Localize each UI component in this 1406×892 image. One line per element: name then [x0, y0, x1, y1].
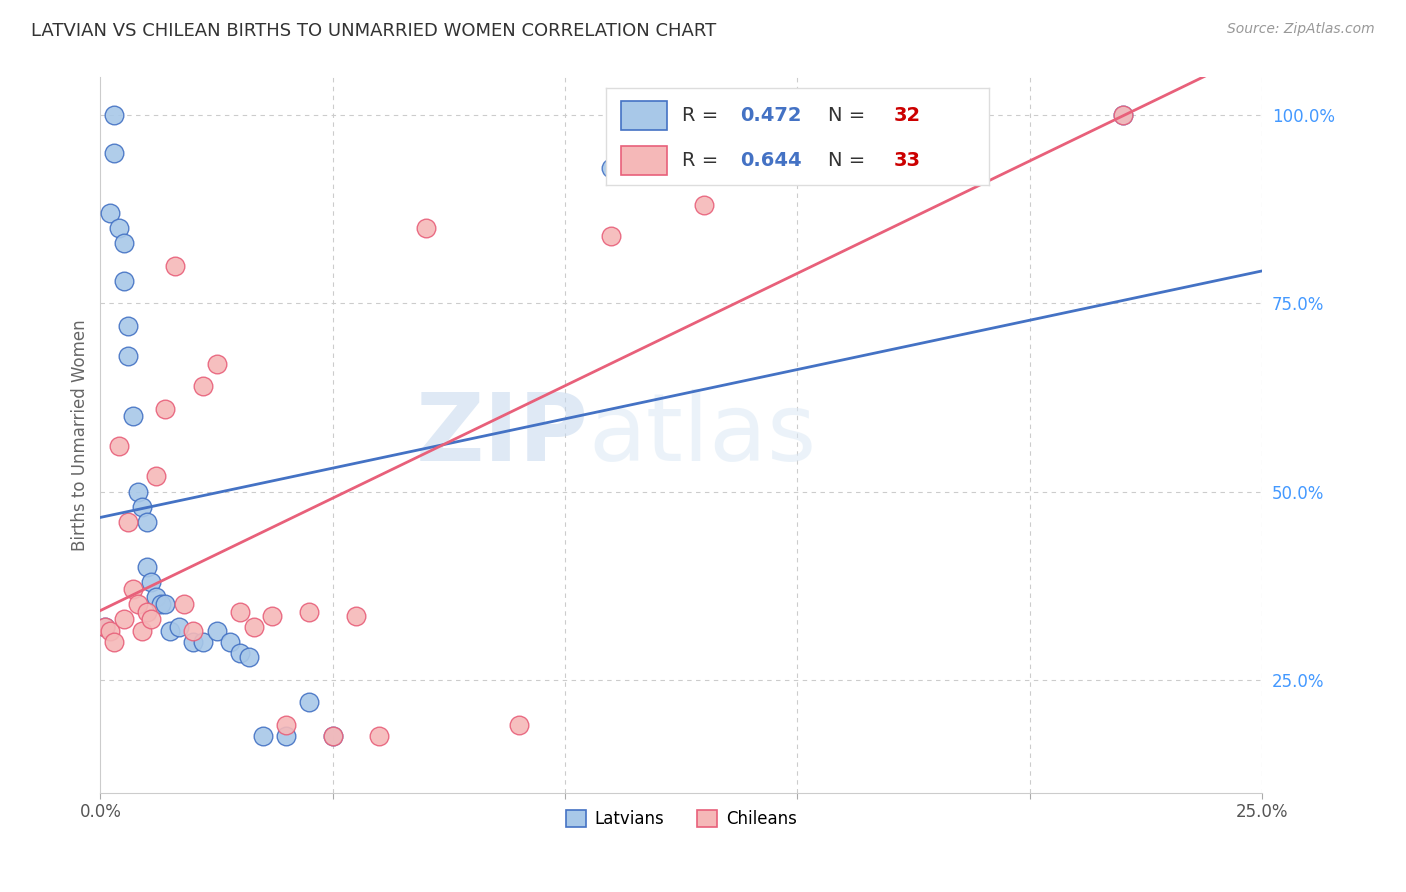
Point — [368, 729, 391, 743]
Point — [112, 613, 135, 627]
Legend: Latvians, Chileans: Latvians, Chileans — [560, 803, 803, 834]
Text: atlas: atlas — [588, 389, 817, 481]
Point — [322, 729, 344, 743]
Point — [219, 635, 242, 649]
Point — [98, 624, 121, 638]
Point — [112, 235, 135, 250]
Point — [181, 624, 204, 638]
Point — [117, 318, 139, 333]
Point — [135, 605, 157, 619]
Point — [298, 605, 321, 619]
Point — [276, 718, 298, 732]
Point — [903, 161, 925, 175]
Point — [693, 198, 716, 212]
Point — [600, 161, 623, 175]
Point — [229, 646, 252, 660]
Point — [94, 620, 117, 634]
Point — [159, 624, 181, 638]
Point — [103, 108, 125, 122]
Point — [252, 729, 274, 743]
Text: LATVIAN VS CHILEAN BIRTHS TO UNMARRIED WOMEN CORRELATION CHART: LATVIAN VS CHILEAN BIRTHS TO UNMARRIED W… — [31, 22, 716, 40]
Point — [191, 635, 214, 649]
Point — [322, 729, 344, 743]
Point — [173, 598, 195, 612]
Point — [181, 635, 204, 649]
Point — [122, 409, 145, 424]
Point — [276, 729, 298, 743]
Point — [786, 161, 808, 175]
Point — [508, 718, 530, 732]
Point — [600, 228, 623, 243]
Point — [1111, 108, 1133, 122]
Point — [141, 613, 163, 627]
Point — [163, 259, 186, 273]
Point — [108, 439, 131, 453]
Point — [145, 590, 167, 604]
Text: Source: ZipAtlas.com: Source: ZipAtlas.com — [1227, 22, 1375, 37]
Point — [98, 206, 121, 220]
Y-axis label: Births to Unmarried Women: Births to Unmarried Women — [72, 319, 89, 551]
Point — [155, 401, 177, 416]
Point — [108, 221, 131, 235]
Point — [131, 500, 153, 514]
Point — [131, 624, 153, 638]
Point — [135, 515, 157, 529]
Point — [94, 620, 117, 634]
Point — [205, 624, 228, 638]
Point — [112, 274, 135, 288]
Point — [117, 515, 139, 529]
Point — [205, 357, 228, 371]
Point — [1111, 108, 1133, 122]
Point — [122, 582, 145, 597]
Text: ZIP: ZIP — [415, 389, 588, 481]
Point — [238, 650, 260, 665]
Point — [169, 620, 191, 634]
Point — [155, 598, 177, 612]
Point — [127, 484, 149, 499]
Point — [229, 605, 252, 619]
Point — [103, 635, 125, 649]
Point — [135, 559, 157, 574]
Point — [149, 598, 172, 612]
Point — [344, 608, 367, 623]
Point — [242, 620, 264, 634]
Point — [145, 469, 167, 483]
Point — [141, 574, 163, 589]
Point — [191, 379, 214, 393]
Point — [298, 695, 321, 709]
Point — [415, 221, 437, 235]
Point — [127, 598, 149, 612]
Point — [103, 145, 125, 160]
Point — [117, 349, 139, 363]
Point — [262, 608, 284, 623]
